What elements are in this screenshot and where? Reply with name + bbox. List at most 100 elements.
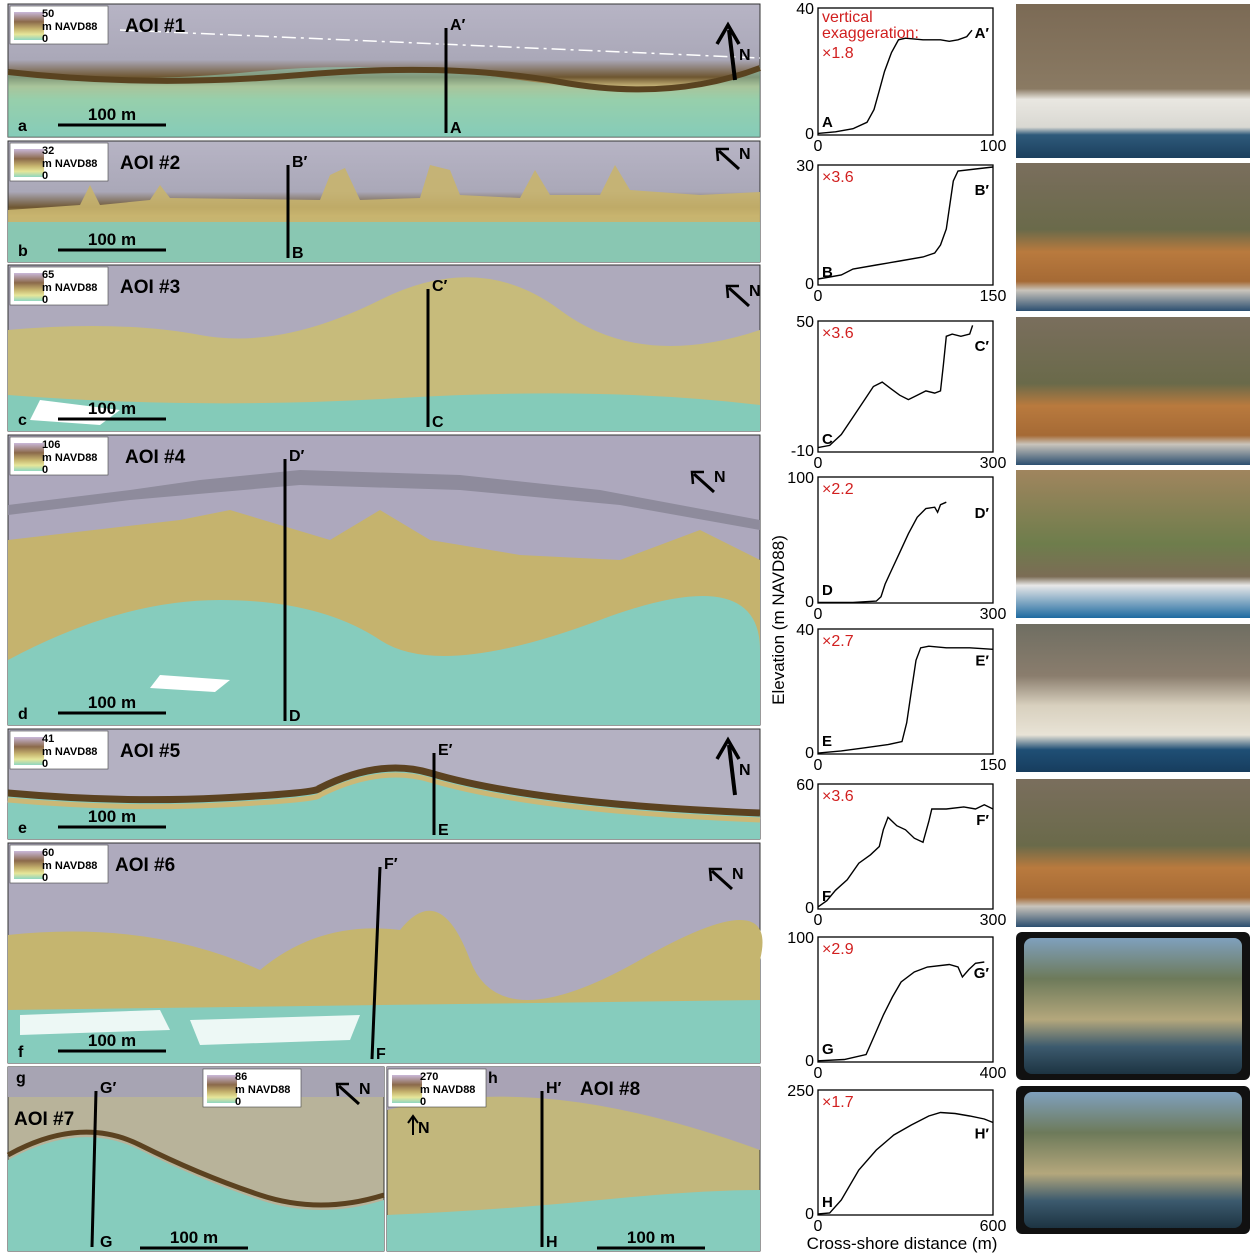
map-panel-a [7,3,762,138]
north-arrow-head [335,1082,349,1097]
x-tick-zero: 0 [814,455,823,472]
north-arrow-shaft [717,149,741,171]
panel-letter: h [488,1070,498,1087]
profile-start-label: E [822,733,832,750]
transect-end-label: G′ [100,1080,116,1097]
ve-value: ×3.6 [822,325,854,342]
transect-end-label: A′ [450,17,466,34]
chart-frame [817,936,994,1063]
profile-start-label: C [822,431,833,448]
photo-column [1016,4,1250,1234]
map-panel-g [6,1066,385,1252]
north-arrow-head [690,470,704,485]
north-arrow-head [708,867,722,882]
north-arrow-shaft [727,744,737,796]
transect-start-label: D [289,708,301,725]
north-arrow-shaft [692,472,716,494]
profile-line-a [817,29,973,135]
panel-letter: g [16,1070,26,1087]
x-tick-zero: 0 [814,1065,823,1082]
y-tick-min: -10 [791,443,814,460]
panel-letter: a [18,118,27,135]
colorbar-unit: m NAVD88 [235,1084,290,1096]
profile-chart-f: 60 00 300 F F′ ×3.6 [796,777,1006,929]
colorbar-swatch [14,443,44,471]
north-arrow-shaft [710,869,734,891]
photo-h [1024,1092,1242,1228]
profile-start-label: B [822,264,833,281]
profile-chart-d: 100 00 300 D D′ ×2.2 [787,470,1006,623]
north-arrow-shaft [727,29,737,81]
aoi-title: AOI #2 [120,153,180,174]
ve-heading-line1: vertical [822,9,873,26]
north-arrow-icon: N [732,866,744,883]
scalebar-label: 100 m [88,807,136,826]
ve-value: ×2.7 [822,633,854,650]
y-tick-max: 100 [787,930,814,947]
profile-start-label: H [822,1194,833,1211]
profile-end-label: F′ [976,812,989,829]
colorbar-min: 0 [42,872,48,884]
colorbar-max: 106 [42,439,60,451]
north-arrow-head [725,284,739,299]
x-tick-max: 300 [980,606,1007,623]
ve-value: ×1.7 [822,1094,854,1111]
scalebar-label: 100 m [88,1031,136,1050]
profile-line-f [817,804,994,908]
colorbar-max: 60 [42,847,54,859]
y-tick-max: 40 [796,622,814,639]
profile-start-label: G [822,1041,834,1058]
north-arrow-icon: N [739,47,751,64]
x-tick-zero: 0 [814,138,823,155]
colorbar-max: 50 [42,8,54,20]
profile-chart-e: 40 00 150 E E′ ×2.7 [796,622,1006,774]
y-tick-min: 0 [805,594,814,611]
colorbar-min: 0 [235,1096,241,1108]
profile-end-label: B′ [975,182,990,199]
colorbar-unit: m NAVD88 [42,21,97,33]
north-arrow-head [715,21,741,45]
north-arrow-icon: N [418,1120,430,1137]
north-arrow-head [407,1114,419,1124]
transect-end-label: C′ [432,278,448,295]
north-arrow-icon: N [739,762,751,779]
colorbar-unit: m NAVD88 [420,1084,475,1096]
chart-frame [817,783,994,910]
x-tick-zero: 0 [814,288,823,305]
map-panel-d [7,434,761,726]
aoi-title: AOI #3 [120,277,180,298]
panel-letter: e [18,820,27,837]
x-tick-max: 150 [980,288,1007,305]
colorbar-min: 0 [42,758,48,770]
scalebar-label: 100 m [88,693,136,712]
aoi-title: AOI #5 [120,741,181,762]
y-tick-min: 0 [805,1053,814,1070]
profile-chart-g: 100 00 400 G G′ ×2.9 [787,930,1006,1082]
y-tick-min: 0 [805,276,814,293]
y-tick-max: 50 [796,314,814,331]
x-tick-max: 600 [980,1218,1007,1235]
colorbar-min: 0 [42,33,48,45]
map-panel-c [7,264,761,432]
panel-letter: f [18,1044,24,1061]
aoi-title: AOI #8 [580,1079,640,1100]
photo-a [1016,4,1250,158]
y-tick-max: 40 [796,1,814,18]
north-arrow-head [715,736,741,760]
transect-line [370,866,382,1060]
colorbar-unit: m NAVD88 [42,158,97,170]
x-tick-max: 150 [980,757,1007,774]
photo-c [1016,317,1250,465]
ve-value: ×1.8 [822,45,854,62]
profile-start-label: D [822,582,833,599]
x-tick-max: 300 [980,455,1007,472]
profile-line-d [818,501,947,604]
y-tick-max: 60 [796,777,814,794]
profile-end-label: G′ [974,965,990,982]
